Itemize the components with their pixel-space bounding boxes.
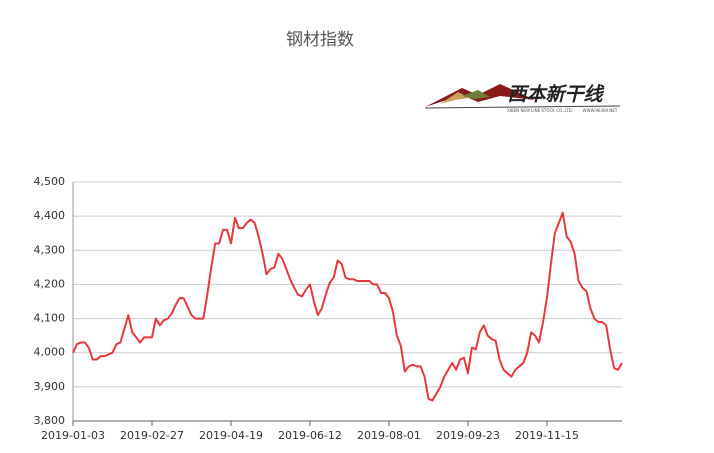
y-tick-label: 3,900 bbox=[34, 380, 66, 393]
logo-subtext: XIBEN NEW LINE STOCK CO.,LTD. bbox=[507, 108, 573, 113]
y-tick-label: 4,300 bbox=[34, 243, 66, 256]
x-tick-label: 2019-01-03 bbox=[41, 429, 105, 442]
logo-underline bbox=[424, 105, 621, 109]
x-tick-label: 2019-02-27 bbox=[120, 429, 184, 442]
logo: 西本新干线 XIBEN NEW LINE STOCK CO.,LTD. WWW.… bbox=[424, 84, 621, 113]
y-tick-label: 4,000 bbox=[34, 346, 66, 359]
y-tick-label: 4,500 bbox=[34, 175, 66, 188]
logo-text: 西本新干线 bbox=[507, 84, 604, 106]
x-tick-label: 2019-06-12 bbox=[278, 429, 342, 442]
x-tick-label: 2019-11-15 bbox=[515, 429, 579, 442]
y-tick-label: 3,800 bbox=[34, 414, 66, 427]
x-tick-label: 2019-08-01 bbox=[357, 429, 421, 442]
chart-title: 钢材指数 bbox=[286, 30, 354, 50]
logo-url: WWW.96369.NET bbox=[583, 108, 618, 113]
y-tick-label: 4,100 bbox=[34, 312, 66, 325]
logo-mountain-gold bbox=[440, 92, 470, 104]
logo-mountain-green bbox=[462, 90, 490, 99]
y-tick-label: 4,200 bbox=[34, 277, 66, 290]
line bbox=[72, 211, 623, 402]
x-tick-label: 2019-04-19 bbox=[199, 429, 263, 442]
y-tick-label: 4,400 bbox=[34, 209, 66, 222]
x-tick-label: 2019-09-23 bbox=[436, 429, 500, 442]
